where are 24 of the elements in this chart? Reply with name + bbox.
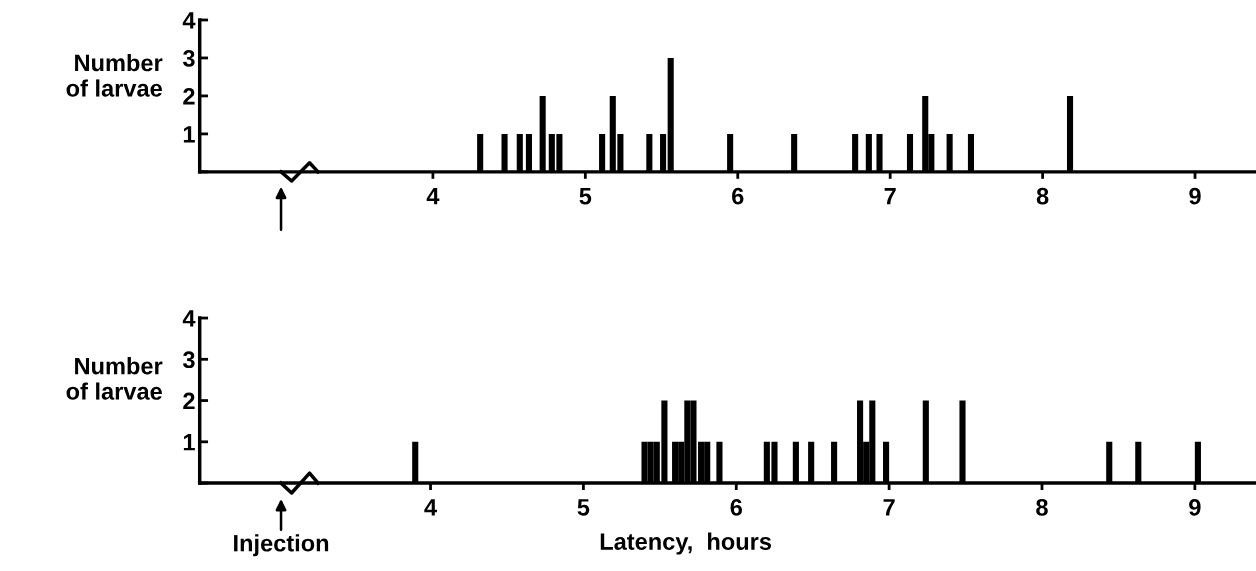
y-tick-label: 4 (182, 12, 196, 29)
x-tick-label: 4 (424, 499, 437, 516)
y-tick-label: 2 (183, 392, 195, 410)
x-tick-label: 9 (1189, 187, 1201, 205)
x-axis-title: Latency, hours (600, 532, 772, 555)
x-tick-label: 8 (1036, 187, 1049, 205)
x-tick-label: 9 (1189, 498, 1201, 516)
y-tick-label: 3 (182, 351, 195, 369)
text: Injection (234, 534, 329, 557)
x-tick-label: 7 (884, 188, 896, 205)
y-tick-label: 3 (182, 50, 195, 67)
x-tick-label: 5 (579, 188, 592, 205)
y-tick-label: 1 (183, 126, 195, 143)
x-tick-label: 8 (1036, 498, 1048, 516)
y-tick-label: 2 (183, 88, 195, 105)
y-tick-label: 1 (183, 434, 195, 451)
y-axis-title: Number of larvae (66, 357, 163, 400)
y-tick-label: 4 (182, 310, 196, 327)
x-tick-label: 5 (577, 499, 590, 516)
x-tick-label: 4 (426, 188, 440, 205)
y-axis-title: Number of larvae (66, 53, 163, 97)
x-tick-label: 7 (883, 499, 895, 516)
x-tick-label: 6 (732, 187, 744, 205)
x-tick-label: 6 (730, 498, 742, 516)
